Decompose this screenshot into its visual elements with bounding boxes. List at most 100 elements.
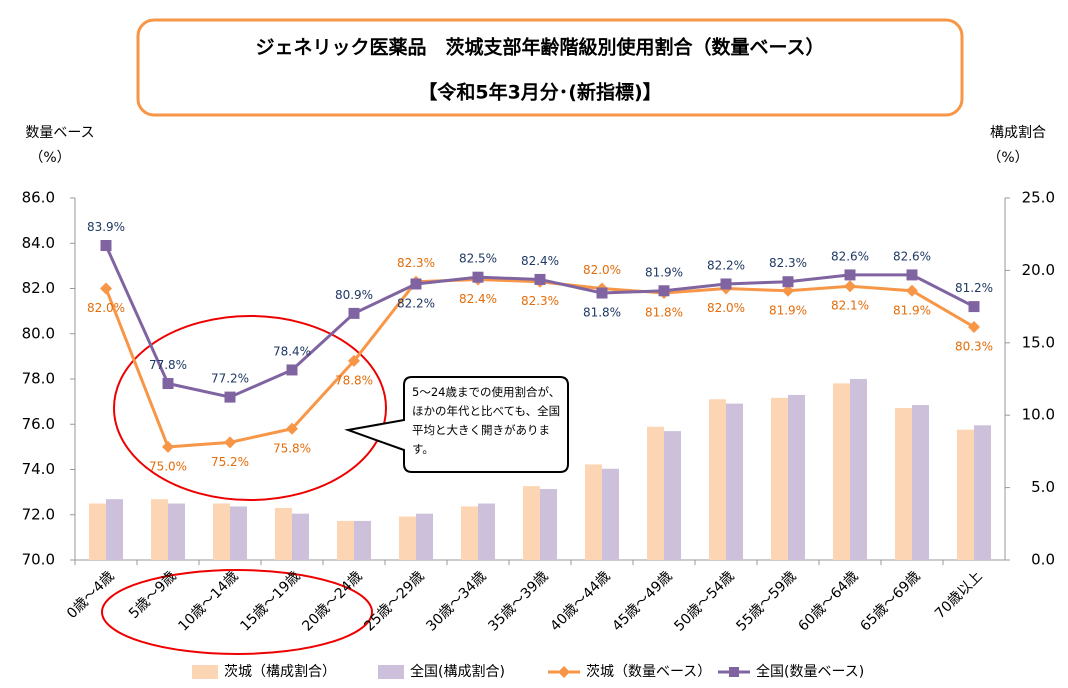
- x-tick-label: 0歳～4歳: [64, 568, 118, 622]
- data-label: 82.2%: [707, 258, 745, 272]
- x-tick-label: 25歳～29歳: [361, 568, 427, 634]
- y2-tick-label: 20.0: [1022, 261, 1055, 279]
- data-label: 78.8%: [335, 373, 373, 387]
- marker: [100, 240, 112, 252]
- y-tick-label: 72.0: [22, 505, 55, 523]
- data-label: 82.2%: [397, 296, 435, 310]
- bar: [168, 503, 185, 560]
- bar: [230, 506, 247, 560]
- x-tick-label: 20歳～24歳: [299, 568, 365, 634]
- x-tick-label: 55歳～59歳: [733, 568, 799, 634]
- bar: [833, 383, 850, 560]
- data-label: 82.0%: [583, 263, 621, 277]
- x-tick-label: 10歳～14歳: [175, 568, 241, 634]
- x-tick-label: 30歳～34歳: [423, 568, 489, 634]
- bar: [354, 520, 371, 560]
- marker: [286, 422, 298, 435]
- x-tick-label: 65歳～69歳: [857, 568, 923, 634]
- callout-box: [344, 376, 569, 473]
- marker: [782, 276, 794, 288]
- bar: [664, 431, 681, 560]
- y-tick-label: 78.0: [22, 370, 55, 388]
- chart-subtitle: 【令和5年3月分･(新指標)】: [418, 81, 661, 104]
- marker: [720, 278, 732, 290]
- legend-swatch: [378, 665, 404, 679]
- marker: [410, 278, 422, 290]
- data-label: 82.6%: [831, 249, 869, 263]
- marker: [782, 284, 794, 297]
- bar: [771, 397, 788, 560]
- y2-tick-label: 10.0: [1022, 406, 1055, 424]
- data-label: 83.9%: [87, 220, 125, 234]
- data-label: 81.9%: [893, 303, 931, 317]
- bar: [647, 426, 664, 560]
- bar: [461, 506, 478, 560]
- bar: [213, 503, 230, 560]
- bar: [974, 425, 991, 560]
- y-tick-label: 86.0: [22, 189, 55, 207]
- legend-marker: [729, 667, 739, 677]
- data-label: 82.3%: [521, 294, 559, 308]
- bar: [89, 503, 106, 560]
- bar: [602, 468, 619, 560]
- marker: [224, 391, 236, 403]
- data-label: 75.8%: [273, 441, 311, 455]
- data-label: 82.1%: [831, 299, 869, 313]
- marker: [906, 269, 918, 281]
- marker: [968, 320, 980, 333]
- data-label: 82.4%: [459, 292, 497, 306]
- bar: [540, 489, 557, 560]
- x-tick-label: 60歳～64歳: [795, 568, 861, 634]
- y-axis-label: 数量ベース: [25, 125, 94, 141]
- marker: [906, 284, 918, 297]
- data-label: 77.8%: [149, 358, 187, 372]
- bar: [709, 399, 726, 560]
- y-tick-label: 84.0: [22, 234, 55, 252]
- data-label: 82.0%: [707, 301, 745, 315]
- bar: [912, 405, 929, 560]
- y-tick-label: 76.0: [22, 415, 55, 433]
- chart-title: ジェネリック医薬品 茨城支部年齢階級別使用割合（数量ベース）: [255, 36, 824, 59]
- marker: [658, 285, 670, 297]
- y2-tick-label: 25.0: [1022, 189, 1055, 207]
- y-tick-label: 70.0: [22, 551, 55, 569]
- marker: [224, 436, 236, 449]
- x-tick-label: 5歳～9歳: [126, 568, 180, 622]
- data-label: 81.9%: [769, 303, 807, 317]
- marker: [472, 271, 484, 283]
- data-label: 80.9%: [335, 288, 373, 302]
- data-label: 78.4%: [273, 344, 311, 358]
- y-tick-label: 74.0: [22, 460, 55, 478]
- data-label: 82.6%: [893, 249, 931, 263]
- y2-tick-label: 5.0: [1031, 478, 1055, 496]
- bar: [895, 407, 912, 560]
- legend-label: 茨城（構成割合）: [224, 663, 336, 680]
- y2-tick-label: 0.0: [1031, 551, 1055, 569]
- x-tick-label: 15歳～19歳: [237, 568, 303, 634]
- highlight-ellipse: [113, 315, 387, 501]
- data-label: 81.8%: [583, 306, 621, 320]
- data-label: 82.0%: [87, 301, 125, 315]
- legend-label: 茨城（数量ベース）: [586, 664, 711, 680]
- x-tick-label: 40歳～44歳: [547, 568, 613, 634]
- data-label: 82.4%: [521, 254, 559, 268]
- marker: [162, 378, 174, 390]
- marker: [596, 287, 608, 299]
- y-tick-label: 82.0: [22, 279, 55, 297]
- marker: [348, 307, 360, 319]
- bar: [585, 464, 602, 560]
- data-label: 75.2%: [211, 455, 249, 469]
- bar: [106, 499, 123, 560]
- x-tick-label: 35歳～39歳: [485, 568, 551, 634]
- data-label: 82.3%: [397, 256, 435, 270]
- title-box: [136, 18, 964, 117]
- marker: [348, 354, 360, 367]
- marker: [968, 301, 980, 313]
- bar: [478, 503, 495, 560]
- marker: [844, 269, 856, 281]
- legend-marker: [558, 666, 570, 678]
- legend-label: 全国(構成割合): [410, 663, 505, 680]
- marker: [844, 280, 856, 293]
